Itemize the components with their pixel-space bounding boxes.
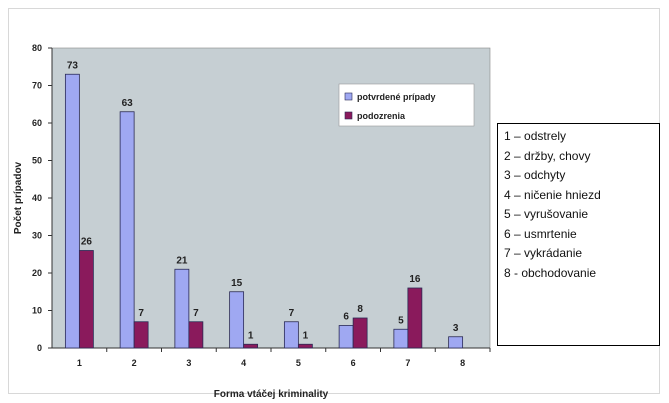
data-label: 63 — [122, 98, 134, 109]
y-tick-label: 80 — [32, 43, 42, 53]
legend-swatch — [344, 92, 353, 101]
bar-confirmed — [119, 111, 135, 349]
bar-confirmed — [283, 321, 299, 349]
y-tick-label: 50 — [32, 156, 42, 166]
bar-suspected — [78, 250, 94, 349]
key-item-8: 8 - obchodovanie — [504, 265, 597, 280]
data-label: 21 — [176, 255, 188, 266]
x-tick-label: 6 — [351, 358, 356, 368]
x-tick-label: 2 — [132, 358, 137, 368]
bar-suspected — [243, 343, 259, 349]
data-label: 7 — [138, 308, 144, 319]
bar-suspected — [352, 317, 368, 349]
bar-confirmed — [338, 325, 354, 349]
y-tick-label: 30 — [32, 231, 42, 241]
x-tick-label: 8 — [460, 358, 465, 368]
x-tick-label: 7 — [405, 358, 410, 368]
key-item-7: 7 – vykrádanie — [504, 246, 583, 260]
bar-confirmed — [174, 268, 190, 349]
legend-label: podozrenia — [357, 111, 406, 121]
data-label: 15 — [231, 278, 243, 289]
data-label: 7 — [193, 308, 199, 319]
key-item-1: 1 – odstrely — [504, 129, 567, 143]
bar-confirmed — [448, 336, 464, 349]
data-label: 3 — [453, 323, 459, 334]
data-label: 73 — [67, 60, 79, 71]
bar-suspected — [297, 343, 313, 349]
bar-suspected — [407, 287, 423, 349]
data-label: 1 — [248, 330, 254, 341]
bar-confirmed — [64, 73, 80, 349]
x-tick-label: 5 — [296, 358, 301, 368]
key-item-3: 3 – odchyty — [504, 168, 566, 182]
bar-confirmed — [229, 291, 245, 349]
key-item-4: 4 – ničenie hniezd — [504, 187, 601, 202]
legend-box — [338, 83, 475, 127]
bar-suspected — [188, 321, 204, 349]
data-label: 5 — [398, 315, 404, 326]
key-item-2: 2 – držby, chovy — [504, 148, 591, 163]
y-tick-label: 10 — [32, 306, 42, 316]
y-tick-label: 0 — [37, 343, 42, 353]
y-tick-label: 40 — [32, 193, 42, 203]
key-item-5: 5 – vyrušovanie — [504, 207, 589, 221]
category-key: 1 – odstrely 2 – držby, chovy 3 – odchyt… — [497, 123, 660, 346]
key-item-6: 6 – usmrtenie — [504, 226, 577, 241]
x-tick-label: 3 — [186, 358, 191, 368]
legend-swatch — [344, 111, 353, 120]
data-label: 7 — [289, 308, 295, 319]
data-label: 8 — [357, 304, 363, 315]
data-label: 16 — [409, 274, 421, 285]
bar-confirmed — [393, 328, 409, 349]
data-label: 6 — [343, 312, 349, 323]
bar-suspected — [133, 321, 149, 349]
y-tick-label: 20 — [32, 268, 42, 278]
y-tick-label: 70 — [32, 81, 42, 91]
data-label: 26 — [81, 237, 93, 248]
y-axis-title: Počet prípadov — [13, 161, 24, 234]
y-tick-label: 60 — [32, 118, 42, 128]
legend-label: potvrdené prípady — [357, 92, 436, 102]
x-tick-label: 4 — [241, 358, 246, 368]
x-axis-title: Forma vtáčej kriminality — [214, 389, 329, 400]
data-label: 1 — [303, 330, 309, 341]
x-tick-label: 1 — [77, 358, 82, 368]
